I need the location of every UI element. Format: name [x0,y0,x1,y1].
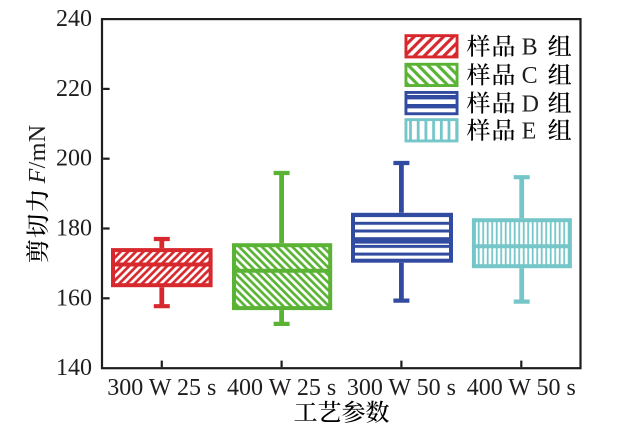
svg-text:300 W 50 s: 300 W 50 s [347,375,456,401]
svg-text:D: D [522,91,539,117]
svg-text:B: B [522,35,538,61]
svg-text:220: 220 [56,76,92,102]
svg-text:E: E [522,119,537,145]
svg-text:F/mN: F/mN [25,124,51,184]
svg-text:180: 180 [56,216,92,242]
svg-text:160: 160 [56,285,92,311]
svg-text:300 W 25 s: 300 W 25 s [107,375,216,401]
svg-text:400 W 25 s: 400 W 25 s [227,375,336,401]
svg-text:200: 200 [56,146,92,172]
svg-text:140: 140 [56,355,92,381]
svg-text:400 W 50 s: 400 W 50 s [467,375,576,401]
svg-text:240: 240 [56,6,92,32]
svg-text:C: C [522,63,538,89]
